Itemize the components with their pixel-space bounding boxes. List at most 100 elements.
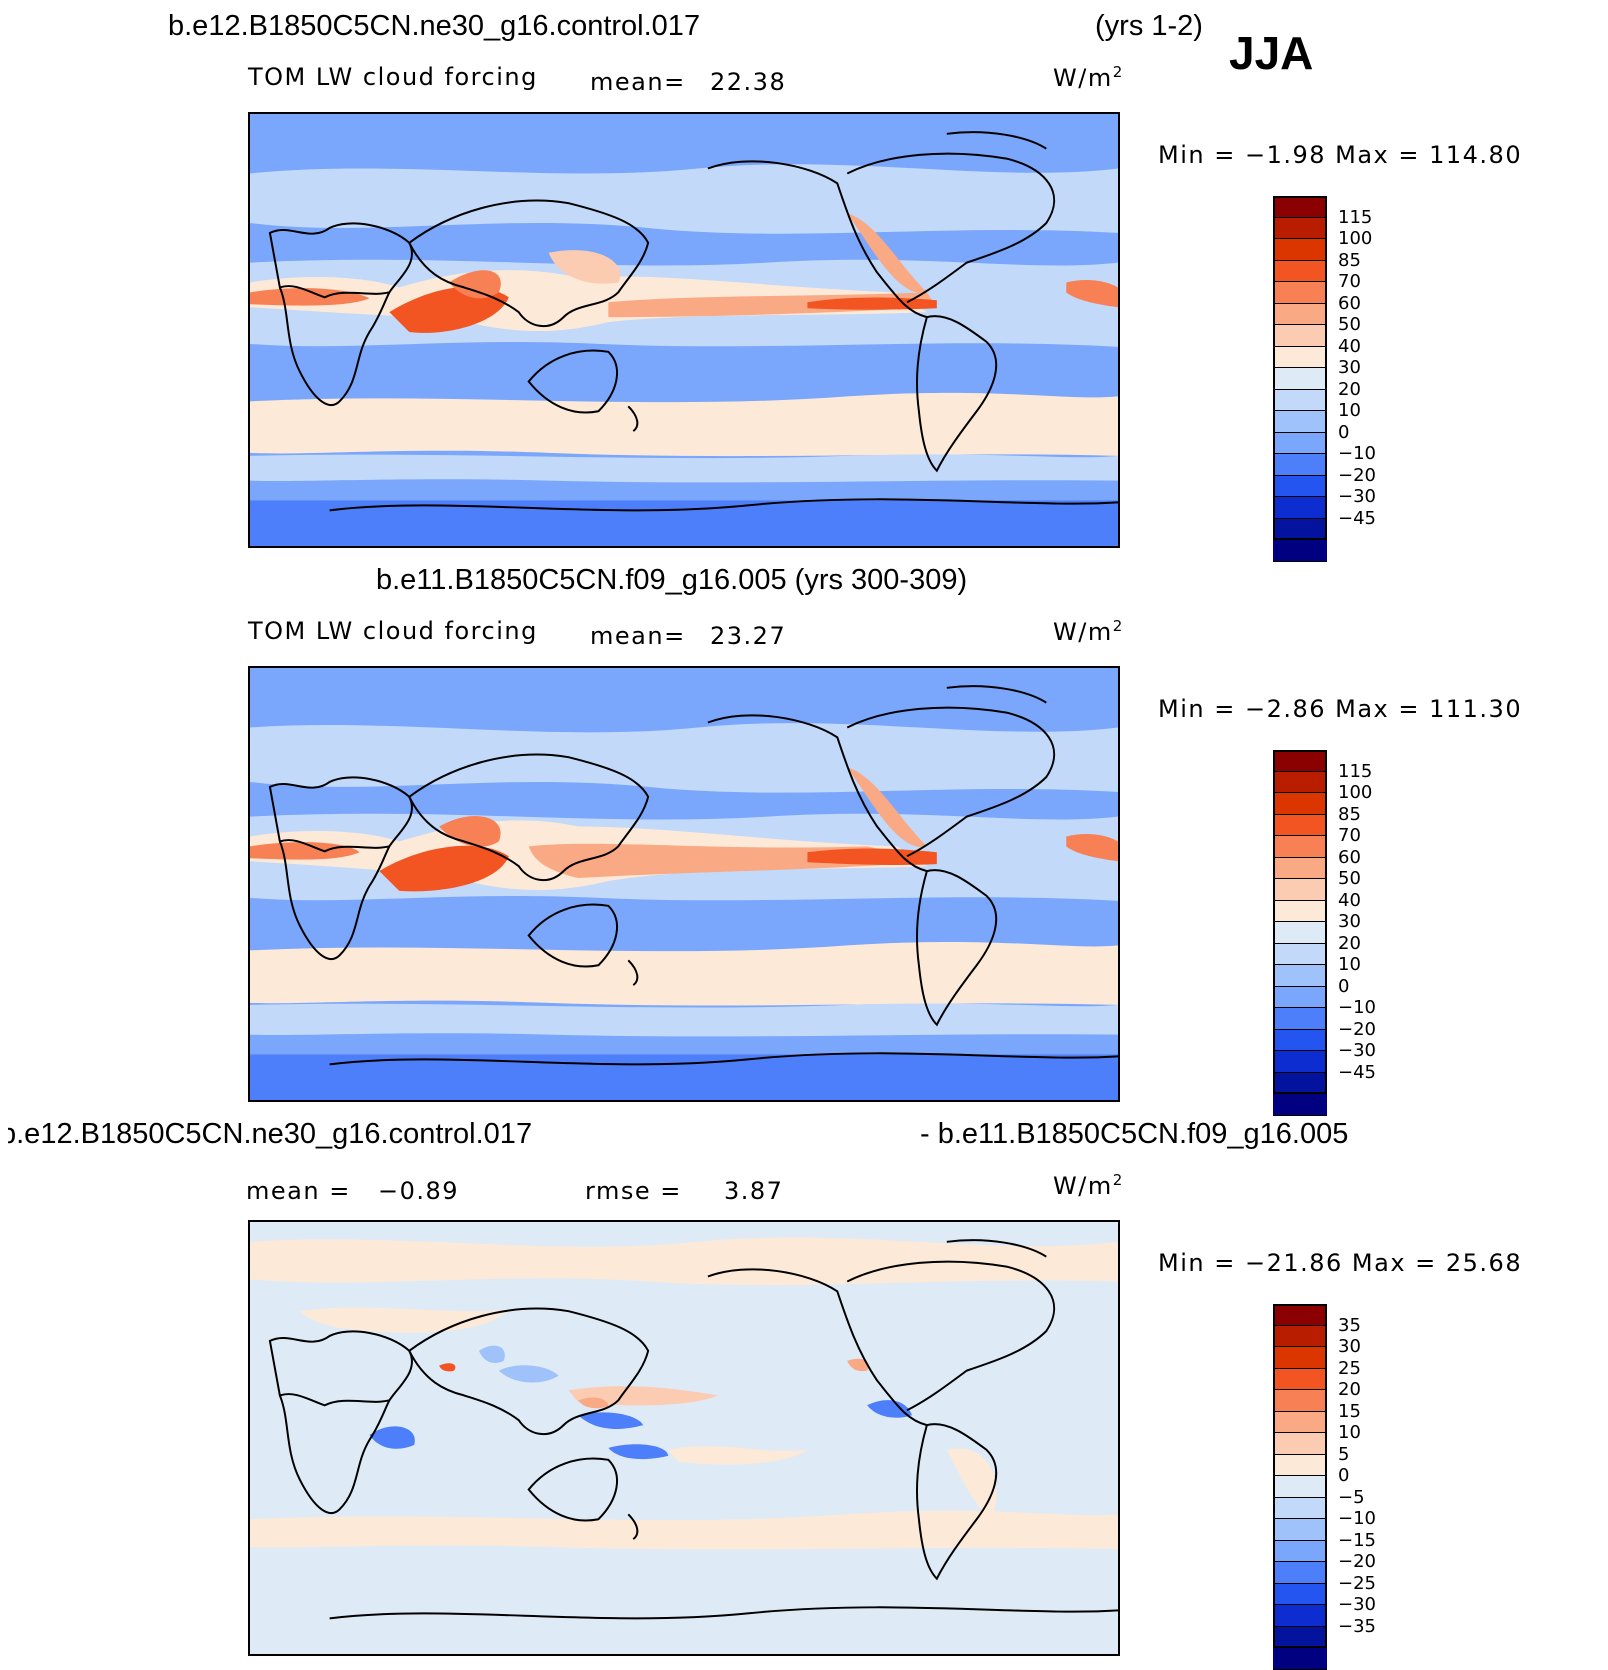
colorbar-tick-label: 5 [1338,1443,1350,1465]
colorbar-cell [1273,900,1327,922]
panel1-coastlines [268,131,1118,512]
colorbar-cell [1273,325,1327,347]
colorbar-tick-label: 0 [1338,975,1350,997]
colorbar-tick-label: −10 [1338,1508,1376,1529]
colorbar-cell [1273,922,1327,944]
panel3-mean-label: mean = [246,1177,351,1205]
colorbar-cell [1273,1029,1327,1051]
colorbar-tick-label: −10 [1338,997,1376,1018]
season-label: JJA [1229,27,1314,79]
colorbar-cell [1273,411,1327,433]
colorbar-cell [1273,1476,1327,1498]
panel3-mean-value: −0.89 [378,1177,460,1205]
colorbar-cell [1273,1008,1327,1030]
colorbar-tick-label: 115 [1338,760,1373,782]
colorbar-cell [1273,1626,1327,1648]
colorbar-tick-label: 30 [1338,357,1361,378]
colorbar-tick-label: −10 [1338,443,1376,464]
colorbar-tick-label: −25 [1338,1572,1376,1594]
colorbar-tick-label: 35 [1338,1314,1361,1336]
panel1-map [248,112,1120,548]
panel3-minmax: Min = −21.86 Max = 25.68 [1158,1249,1523,1277]
colorbar-cell [1273,1390,1327,1412]
colorbar-tick-label: −20 [1338,464,1376,486]
colorbar-cell [1273,454,1327,476]
colorbar-cell [1273,793,1327,815]
panel1-variable: TOM LW cloud forcing [248,63,538,91]
colorbar-cell [1273,1454,1327,1476]
colorbar-cell [1273,540,1327,562]
colorbar-cell [1273,836,1327,858]
colorbar-tick-label: −45 [1338,1061,1376,1083]
colorbar-cell [1273,1497,1327,1519]
colorbar-tick-label: −30 [1338,486,1376,507]
colorbar-cell [1273,1583,1327,1605]
panel3-map [248,1220,1120,1656]
colorbar-cell [1273,965,1327,987]
colorbar-cell [1273,1433,1327,1455]
colorbar-cell [1273,260,1327,282]
colorbar-tick-label: 100 [1338,782,1373,803]
panel2-case-title: b.e11.B1850C5CN.f09_g16.005 (yrs 300-309… [376,564,968,596]
colorbar-tick-label: 60 [1338,846,1361,868]
colorbar-cell [1273,196,1327,218]
colorbar-cell [1273,1540,1327,1562]
colorbar-cell [1273,497,1327,519]
panel1-mean-value: 22.38 [710,68,787,96]
panel2-colorbar [1273,750,1327,1116]
colorbar-cell [1273,1094,1327,1116]
panel3-field [250,1222,1118,1654]
colorbar-tick-label: 40 [1338,335,1361,357]
panel2-field [250,668,1118,1100]
panel3-rmse-label: rmse = [585,1177,682,1205]
panel1-years: (yrs 1-2) [1095,10,1203,42]
colorbar-cell [1273,217,1327,239]
panel1-mean-label: mean= [590,68,686,96]
colorbar-tick-label: 10 [1338,400,1361,421]
colorbar-tick-label: 20 [1338,1379,1361,1400]
colorbar-cell [1273,1347,1327,1369]
colorbar-cell [1273,282,1327,304]
panel2-unit: W/m2 [1053,617,1124,646]
colorbar-cell [1273,814,1327,836]
colorbar-cell [1273,1051,1327,1073]
colorbar-cell [1273,1605,1327,1627]
colorbar-cell [1273,1072,1327,1094]
colorbar-cell [1273,389,1327,411]
panel1-unit: W/m2 [1053,63,1124,92]
panel3-unit: W/m2 [1053,1171,1124,1200]
panel1-minmax: Min = −1.98 Max = 114.80 [1158,141,1523,169]
colorbar-tick-label: −5 [1338,1486,1365,1508]
colorbar-cell [1273,986,1327,1008]
colorbar-tick-label: 85 [1338,803,1361,825]
colorbar-cell [1273,368,1327,390]
colorbar-tick-label: −35 [1338,1615,1376,1637]
panel3-colorbar [1273,1304,1327,1670]
colorbar-cell [1273,346,1327,368]
colorbar-cell [1273,303,1327,325]
panel2-map [248,666,1120,1102]
colorbar-cell [1273,1519,1327,1541]
colorbar-cell [1273,879,1327,901]
colorbar-tick-label: 30 [1338,1336,1361,1357]
panel2-mean-value: 23.27 [710,622,787,650]
panel2-mean-label: mean= [590,622,686,650]
colorbar-cell [1273,1648,1327,1670]
colorbar-tick-label: 60 [1338,292,1361,314]
colorbar-tick-label: 100 [1338,228,1373,249]
colorbar-cell [1273,943,1327,965]
panel3-case-right: - b.e11.B1850C5CN.f09_g16.005 [920,1118,1349,1150]
colorbar-tick-label: −15 [1338,1529,1376,1551]
panel1-case-title: b.e12.B1850C5CN.ne30_g16.control.017 [168,10,701,42]
colorbar-tick-label: 25 [1338,1357,1361,1379]
colorbar-tick-label: 50 [1338,314,1361,335]
panel2-variable: TOM LW cloud forcing [248,617,538,645]
colorbar-cell [1273,1304,1327,1326]
colorbar-cell [1273,432,1327,454]
colorbar-cell [1273,1325,1327,1347]
colorbar-tick-label: 20 [1338,378,1361,400]
colorbar-cell [1273,1368,1327,1390]
panel2-minmax: Min = −2.86 Max = 111.30 [1158,695,1523,723]
colorbar-tick-label: 10 [1338,1422,1361,1443]
colorbar-tick-label: −20 [1338,1018,1376,1040]
